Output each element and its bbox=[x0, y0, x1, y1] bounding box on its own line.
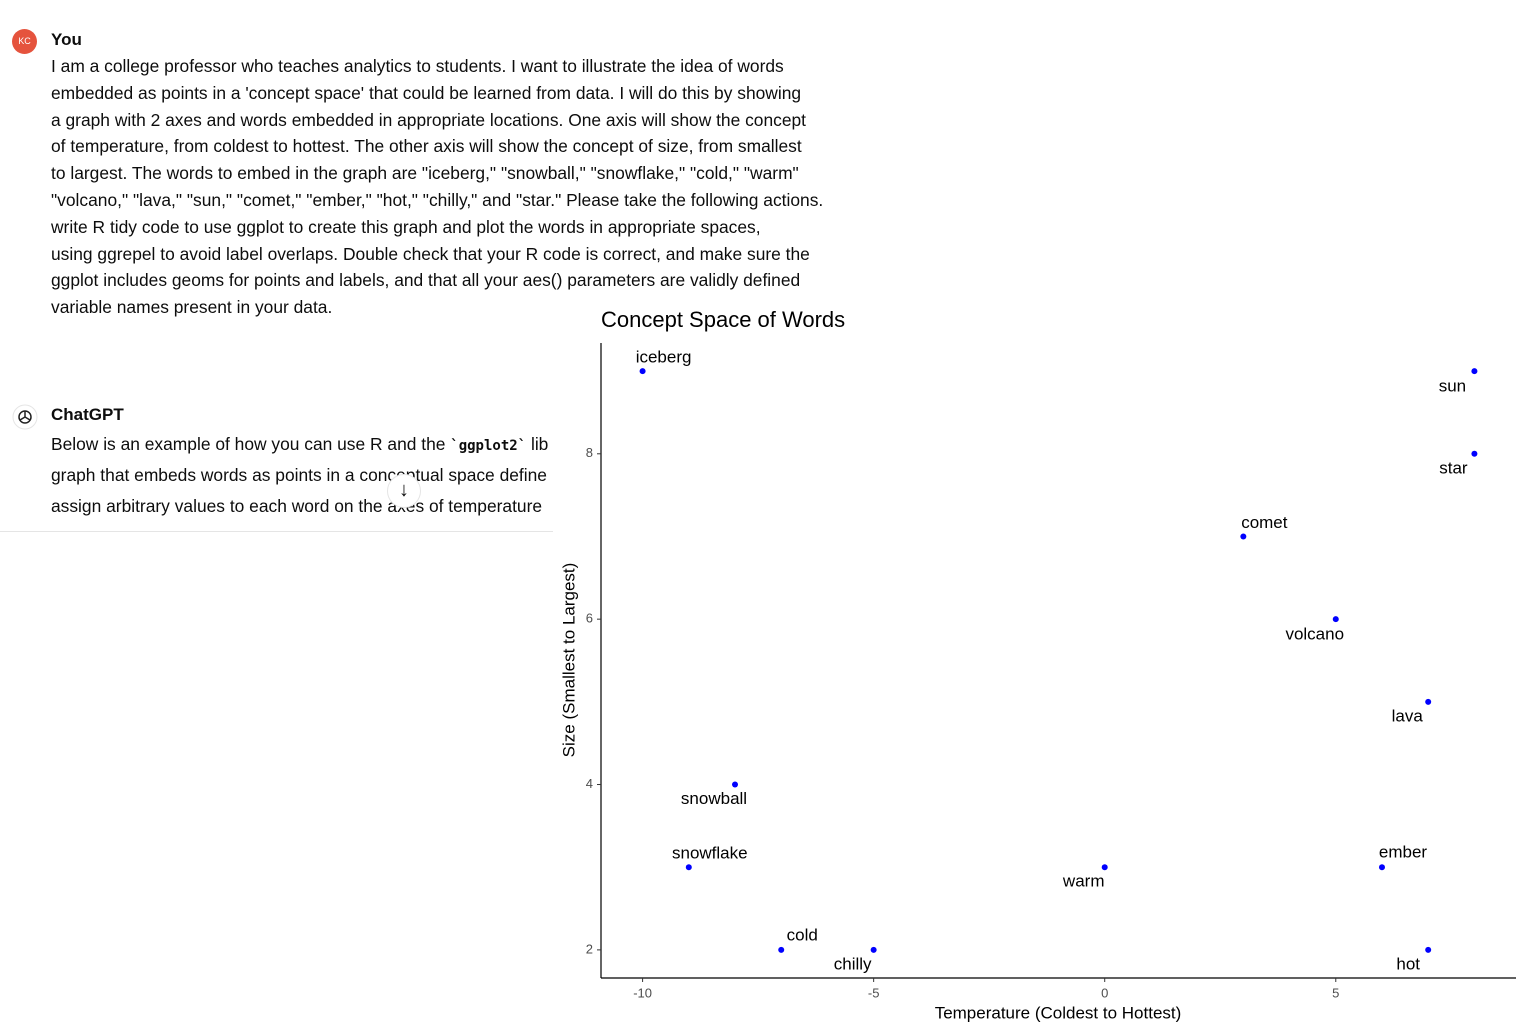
user-line: to largest. The words to embed in the gr… bbox=[51, 163, 799, 184]
point bbox=[778, 946, 785, 953]
point bbox=[685, 864, 692, 871]
point-label: warm bbox=[1062, 872, 1105, 891]
assistant-line: graph that embeds words as points in a c… bbox=[51, 465, 547, 485]
x-axis-label: Temperature (Coldest to Hottest) bbox=[935, 1003, 1182, 1022]
point bbox=[1425, 946, 1432, 953]
point bbox=[1240, 533, 1247, 540]
user-line: embedded as points in a 'concept space' … bbox=[51, 82, 802, 103]
y-tick-label: 2 bbox=[586, 941, 593, 956]
x-tick-label: -10 bbox=[633, 985, 652, 1000]
x-tick-label: 5 bbox=[1332, 985, 1339, 1000]
point bbox=[870, 946, 877, 953]
chart-title: Concept Space of Words bbox=[601, 307, 845, 332]
user-line: a graph with 2 axes and words embedded i… bbox=[51, 109, 806, 130]
assistant-icon bbox=[12, 404, 38, 430]
point-label: iceberg bbox=[636, 348, 692, 367]
user-line: variable names present in your data. bbox=[51, 297, 333, 318]
user-name: You bbox=[51, 30, 82, 49]
point-label: snowflake bbox=[672, 844, 748, 863]
point-label: chilly bbox=[834, 954, 872, 973]
chart: Concept Space of Words Temperature (Cold… bbox=[553, 300, 1526, 1033]
assistant-line: assign arbitrary values to each word on … bbox=[51, 496, 543, 516]
point-label: lava bbox=[1392, 706, 1424, 725]
point bbox=[639, 368, 646, 375]
point bbox=[1471, 368, 1478, 375]
text: lib bbox=[526, 434, 549, 454]
point-label: ember bbox=[1379, 843, 1428, 862]
scroll-down-button[interactable]: ↓ bbox=[387, 474, 421, 508]
user-line: "volcano," "lava," "sun," "comet," "embe… bbox=[51, 190, 824, 210]
point bbox=[1101, 864, 1108, 871]
point bbox=[1378, 864, 1385, 871]
text: Below is an example of how you can use R… bbox=[51, 434, 451, 454]
user-avatar: KC bbox=[12, 29, 37, 54]
x-tick-label: 0 bbox=[1101, 985, 1108, 1000]
assistant-line: Below is an example of how you can use R… bbox=[51, 434, 548, 455]
point bbox=[1471, 450, 1478, 457]
x-tick-label: -5 bbox=[868, 985, 880, 1000]
user-line: ggplot includes geoms for points and lab… bbox=[51, 270, 801, 291]
y-tick-label: 4 bbox=[586, 776, 593, 791]
point-label: cold bbox=[787, 925, 818, 944]
point bbox=[732, 781, 739, 788]
user-line: I am a college professor who teaches ana… bbox=[51, 56, 784, 76]
y-tick-label: 6 bbox=[586, 611, 593, 626]
point-label: comet bbox=[1241, 513, 1288, 532]
point-label: star bbox=[1439, 458, 1468, 477]
point-label: hot bbox=[1396, 954, 1420, 973]
y-axis-label: Size (Smallest to Largest) bbox=[559, 563, 578, 758]
point bbox=[1425, 698, 1432, 705]
assistant-name: ChatGPT bbox=[51, 405, 124, 424]
chart-background bbox=[553, 300, 1526, 1033]
user-line: of temperature, from coldest to hottest.… bbox=[51, 136, 802, 157]
inline-code: `ggplot2` bbox=[450, 438, 527, 454]
y-tick-label: 8 bbox=[586, 445, 593, 460]
point bbox=[1332, 616, 1339, 623]
divider bbox=[0, 531, 553, 532]
point-label: sun bbox=[1439, 377, 1466, 396]
point-label: snowball bbox=[681, 789, 747, 808]
user-line: using ggrepel to avoid label overlaps. D… bbox=[51, 243, 810, 264]
user-line: write R tidy code to use ggplot to creat… bbox=[51, 216, 761, 237]
point-label: volcano bbox=[1285, 625, 1344, 644]
